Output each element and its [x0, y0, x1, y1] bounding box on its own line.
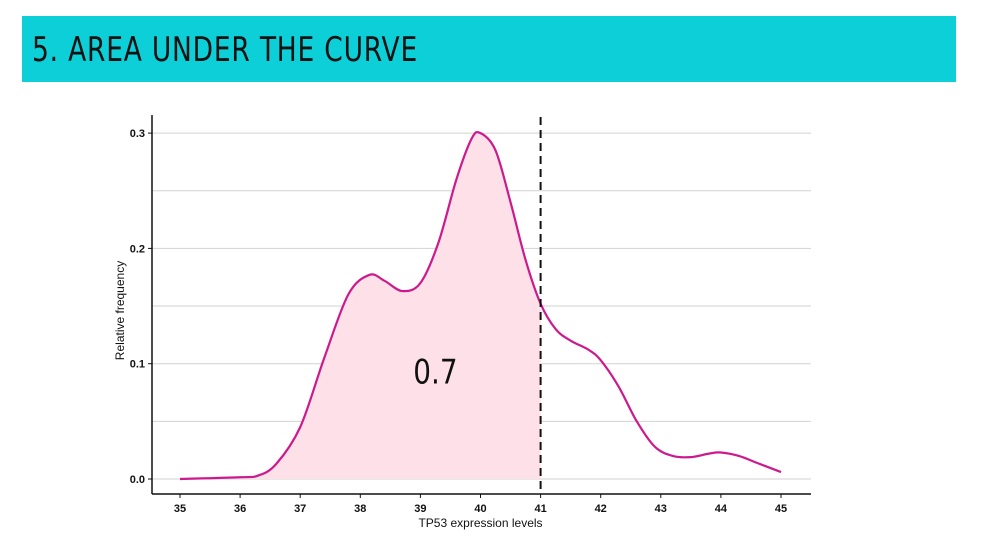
y-axis-label: Relative frequency	[113, 261, 127, 360]
x-axis-label: TP53 expression levels	[418, 516, 542, 530]
title-bar: 5. AREA UNDER THE CURVE	[22, 16, 956, 82]
x-tick-label: 38	[354, 503, 366, 515]
y-tick-label: 0.1	[130, 359, 145, 371]
y-tick-label: 0.2	[130, 243, 145, 255]
x-tick-label: 37	[294, 503, 306, 515]
x-tick-label: 41	[534, 503, 546, 515]
area-annotation: 0.7	[413, 353, 457, 392]
x-tick-label: 42	[595, 503, 607, 515]
x-axis-ticks: 35 36 37 38 39 40 41 42 43 44 45	[174, 494, 787, 515]
x-tick-label: 39	[414, 503, 426, 515]
axes	[151, 115, 811, 495]
x-tick-label: 35	[174, 503, 186, 515]
y-tick-label: 0.3	[130, 128, 145, 140]
density-curve	[179, 130, 782, 481]
shaded-area	[180, 132, 541, 480]
x-tick-label: 36	[234, 503, 246, 515]
x-tick-label: 45	[775, 503, 787, 515]
y-tick-label: 0.0	[130, 474, 145, 486]
slide-title: 5. AREA UNDER THE CURVE	[32, 30, 418, 70]
x-tick-label: 43	[655, 503, 667, 515]
y-axis-ticks: 0.0 0.1 0.2 0.3	[130, 128, 152, 486]
x-tick-label: 40	[474, 503, 486, 515]
x-tick-label: 44	[715, 503, 728, 515]
